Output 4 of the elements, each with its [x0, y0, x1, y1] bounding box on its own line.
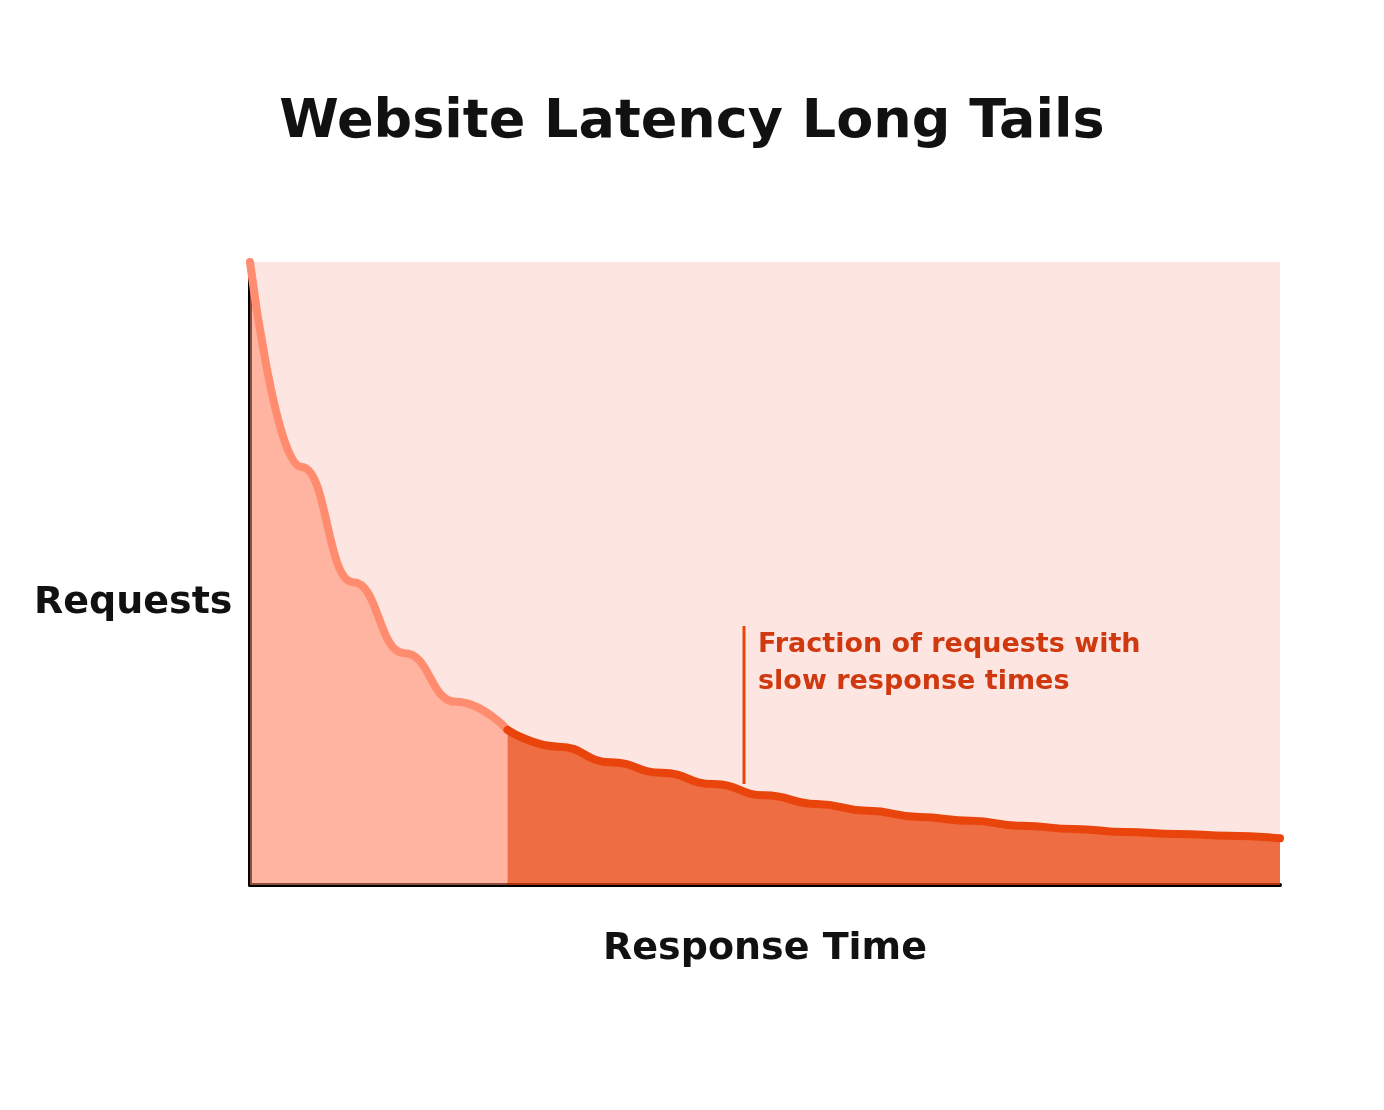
- annotation: Fraction of requests with slow response times: [758, 627, 1141, 695]
- x-axis-title: Response Time: [603, 924, 927, 968]
- y-axis-title: Requests: [34, 578, 233, 622]
- chart-title: Website Latency Long Tails: [279, 86, 1105, 150]
